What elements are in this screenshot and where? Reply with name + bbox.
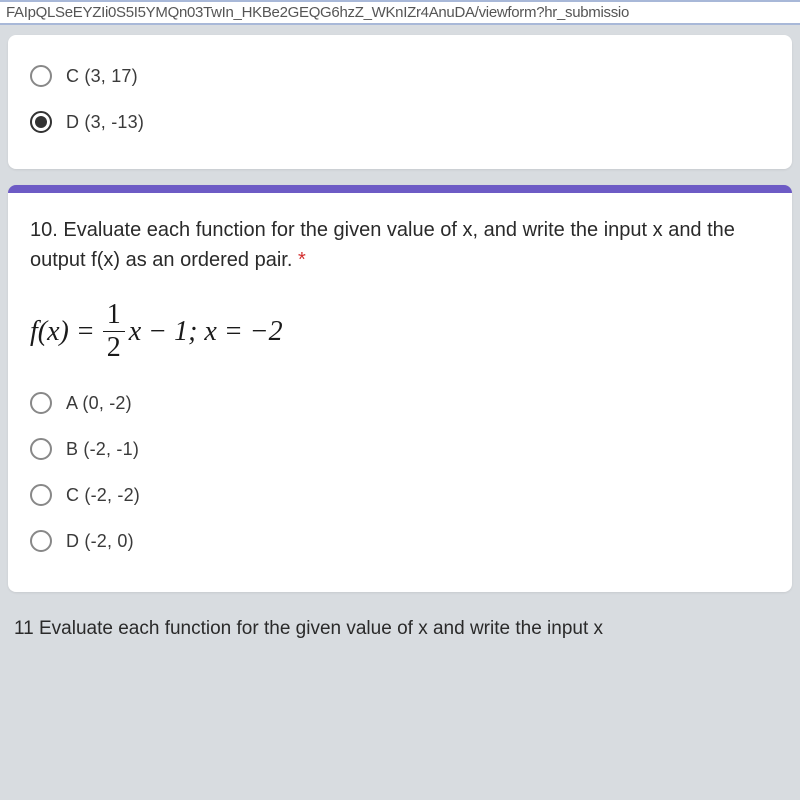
next-question-cutoff: 11 Evaluate each function for the given … (8, 608, 792, 640)
fraction: 1 2 (103, 301, 125, 362)
option-label: D (-2, 0) (66, 531, 134, 552)
option-row[interactable]: D (-2, 0) (30, 518, 770, 564)
question-body: Evaluate each function for the given val… (30, 219, 735, 271)
option-row[interactable]: C (3, 17) (30, 53, 770, 99)
previous-question-card: C (3, 17) D (3, -13) (8, 35, 792, 169)
radio-unchecked-icon[interactable] (30, 484, 52, 506)
option-label: C (-2, -2) (66, 485, 140, 506)
formula-lhs: f(x) = (30, 316, 95, 348)
fraction-denominator: 2 (103, 332, 125, 362)
formula-rhs: x − 1; x = −2 (129, 316, 283, 348)
option-row[interactable]: C (-2, -2) (30, 472, 770, 518)
radio-unchecked-icon[interactable] (30, 65, 52, 87)
url-bar: FAIpQLSeEYZIi0S5I5YMQn03TwIn_HKBe2GEQG6h… (0, 0, 800, 25)
formula: f(x) = 1 2 x − 1; x = −2 (30, 301, 770, 362)
option-label: A (0, -2) (66, 393, 132, 414)
option-label: B (-2, -1) (66, 439, 139, 460)
option-row[interactable]: D (3, -13) (30, 99, 770, 145)
required-asterisk: * (298, 249, 306, 271)
option-label: C (3, 17) (66, 66, 138, 87)
radio-unchecked-icon[interactable] (30, 438, 52, 460)
question-card-10: 10. Evaluate each function for the given… (8, 185, 792, 592)
option-label: D (3, -13) (66, 112, 144, 133)
form-viewport: C (3, 17) D (3, -13) 10. Evaluate each f… (0, 25, 800, 640)
question-text: 10. Evaluate each function for the given… (30, 215, 770, 275)
option-row[interactable]: B (-2, -1) (30, 426, 770, 472)
option-row[interactable]: A (0, -2) (30, 380, 770, 426)
question-number: 10. (30, 219, 58, 241)
radio-unchecked-icon[interactable] (30, 392, 52, 414)
radio-unchecked-icon[interactable] (30, 530, 52, 552)
radio-checked-icon[interactable] (30, 111, 52, 133)
fraction-numerator: 1 (103, 301, 125, 332)
